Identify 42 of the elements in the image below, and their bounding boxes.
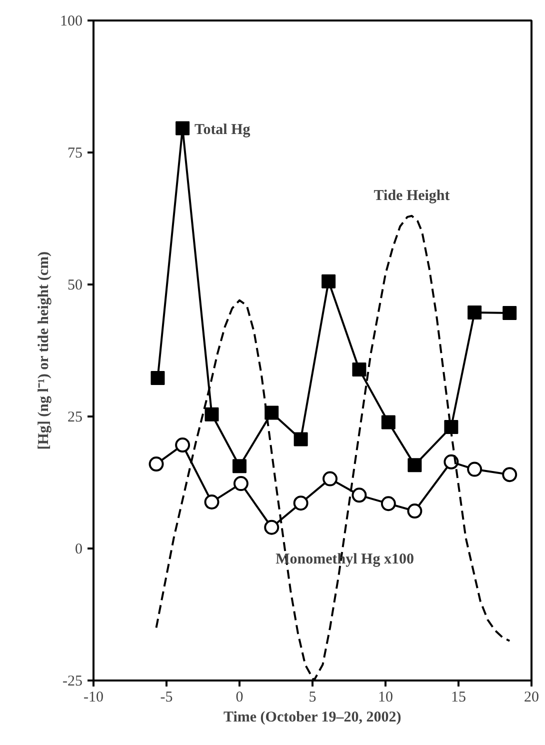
point (322, 274, 336, 288)
point (175, 438, 190, 452)
annotation: Total Hg (194, 122, 251, 138)
point (148, 456, 164, 472)
x-tick-label: 10 (378, 690, 393, 706)
point (233, 476, 248, 492)
point (380, 496, 396, 512)
point (502, 467, 518, 482)
y-tick-label: 75 (68, 146, 82, 162)
point (381, 415, 396, 430)
x-tick-label: 20 (524, 690, 539, 706)
x-tick-label: -5 (160, 690, 173, 706)
point (264, 520, 280, 535)
y-tick-label: 100 (60, 14, 82, 30)
point (204, 407, 219, 422)
point (322, 471, 338, 486)
point (294, 432, 308, 446)
point (408, 458, 422, 472)
x-tick-label: 5 (308, 690, 316, 706)
y-tick-label: 50 (68, 278, 82, 294)
x-tick-label: -10 (84, 690, 104, 706)
x-axis-title: Time (October 19–20, 2002) (223, 710, 402, 726)
point (150, 370, 165, 385)
point (204, 494, 220, 510)
point (407, 504, 422, 518)
point (176, 121, 190, 136)
point (352, 488, 367, 503)
point (293, 496, 308, 511)
annotation: Tide Height (374, 188, 450, 204)
point (444, 420, 458, 434)
y-tick-label: -25 (62, 674, 83, 690)
x-tick-label: 15 (451, 690, 466, 706)
point (502, 306, 517, 320)
point (468, 305, 482, 320)
point (467, 462, 482, 477)
point (232, 459, 246, 474)
x-tick-label: 0 (236, 690, 244, 706)
y-tick-label: 25 (68, 410, 82, 426)
point (352, 362, 366, 377)
y-axis-title: [Hg] (ng l⁻¹) or tide height (cm) (36, 251, 52, 450)
point (264, 406, 279, 420)
y-tick-label: 0 (75, 542, 82, 558)
